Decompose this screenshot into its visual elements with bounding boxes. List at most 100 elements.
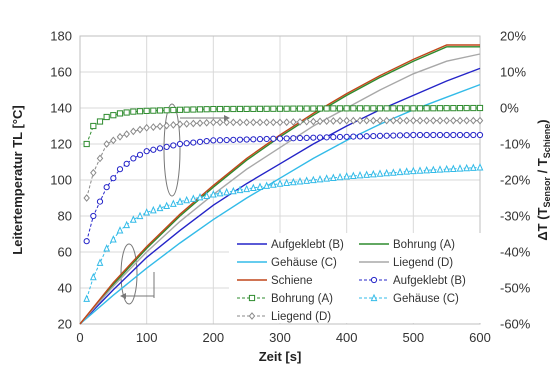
y-left-tick-label: 20 xyxy=(58,317,72,332)
data-marker xyxy=(136,108,144,115)
data-marker xyxy=(190,106,197,113)
legend-label: Liegend (D) xyxy=(271,311,331,323)
data-marker xyxy=(403,132,410,139)
data-marker xyxy=(476,131,484,139)
data-marker xyxy=(290,105,297,112)
temperature-line xyxy=(79,53,481,325)
data-marker xyxy=(310,117,317,126)
deviation-line xyxy=(86,134,480,242)
data-marker xyxy=(316,134,324,141)
data-marker xyxy=(356,171,364,179)
data-marker xyxy=(210,137,217,144)
data-marker xyxy=(276,118,284,127)
data-marker xyxy=(443,164,451,173)
data-marker xyxy=(210,118,217,127)
data-marker xyxy=(210,105,217,113)
y-axis-right-label-suffix: ) xyxy=(535,119,550,123)
data-marker xyxy=(296,105,304,112)
data-marker xyxy=(416,166,424,174)
data-marker xyxy=(176,120,184,129)
data-marker xyxy=(456,116,464,125)
legend-label: Liegend (D) xyxy=(393,257,453,269)
axes: 0 100 200 300 400 500 600 20 40 60 80 100 120 140 160 1… xyxy=(50,29,530,346)
x-tick-label: 300 xyxy=(269,330,291,345)
data-marker xyxy=(410,116,417,125)
data-marker xyxy=(336,116,344,125)
data-marker xyxy=(96,198,104,205)
data-marker xyxy=(463,163,471,172)
data-marker xyxy=(323,174,331,182)
data-marker xyxy=(410,131,417,139)
data-marker xyxy=(283,135,290,142)
data-marker xyxy=(216,189,224,197)
data-marker xyxy=(389,168,397,176)
data-marker xyxy=(396,105,404,112)
data-marker xyxy=(363,116,370,125)
series-group xyxy=(79,44,484,325)
data-marker xyxy=(150,107,157,114)
data-marker xyxy=(123,220,131,229)
data-marker xyxy=(456,105,464,112)
data-marker xyxy=(443,131,450,139)
x-axis-label: Zeit [s] xyxy=(259,349,302,364)
data-marker xyxy=(450,131,457,139)
data-marker xyxy=(336,172,344,181)
data-marker xyxy=(143,107,150,114)
data-marker xyxy=(250,118,257,127)
data-marker xyxy=(396,167,404,176)
data-marker xyxy=(430,105,437,112)
data-marker xyxy=(370,132,377,140)
data-marker xyxy=(110,136,117,145)
data-marker xyxy=(163,143,170,150)
temperature-line xyxy=(79,67,481,325)
data-marker xyxy=(290,135,297,142)
y-left-tick-label: 180 xyxy=(50,29,72,44)
data-marker xyxy=(276,135,284,142)
data-marker xyxy=(183,140,190,147)
data-marker xyxy=(270,118,277,127)
data-marker xyxy=(343,133,350,140)
data-marker xyxy=(303,117,310,126)
data-marker xyxy=(403,116,410,125)
data-marker xyxy=(163,121,170,130)
data-marker xyxy=(83,238,90,245)
data-marker xyxy=(343,172,351,180)
legend-label: Schiene xyxy=(271,275,313,287)
y-axis-right-label-prefix: ΔT (T xyxy=(535,207,550,240)
data-marker xyxy=(429,165,437,174)
data-marker xyxy=(156,122,164,131)
data-marker xyxy=(163,201,171,210)
y-axis-right-label: ΔT (TSensor / TSchiene) xyxy=(535,119,552,240)
data-marker xyxy=(370,276,378,284)
data-marker xyxy=(236,185,244,194)
temperature-line xyxy=(79,44,480,325)
data-marker xyxy=(129,215,137,223)
data-marker xyxy=(449,164,457,172)
data-marker xyxy=(269,180,277,188)
data-marker xyxy=(230,105,237,113)
data-marker xyxy=(203,191,211,199)
data-marker xyxy=(403,167,411,175)
data-marker xyxy=(323,105,330,112)
data-marker xyxy=(310,105,317,112)
data-marker xyxy=(156,203,164,212)
data-marker xyxy=(456,131,464,139)
data-marker xyxy=(390,116,397,125)
data-marker xyxy=(96,154,104,163)
data-marker xyxy=(196,192,204,201)
legend-label: Gehäuse (C) xyxy=(393,293,459,305)
data-marker xyxy=(336,105,344,112)
y-left-tick-label: 40 xyxy=(58,281,72,296)
data-marker xyxy=(169,199,177,207)
legend-box xyxy=(229,233,481,323)
data-marker xyxy=(123,130,130,138)
data-marker xyxy=(143,148,150,155)
data-marker xyxy=(190,139,197,146)
data-marker xyxy=(156,107,164,114)
y-right-tick-label: -60% xyxy=(500,317,531,332)
data-marker xyxy=(450,116,457,125)
data-marker xyxy=(283,118,290,127)
data-marker xyxy=(463,104,470,112)
data-marker xyxy=(103,184,110,191)
